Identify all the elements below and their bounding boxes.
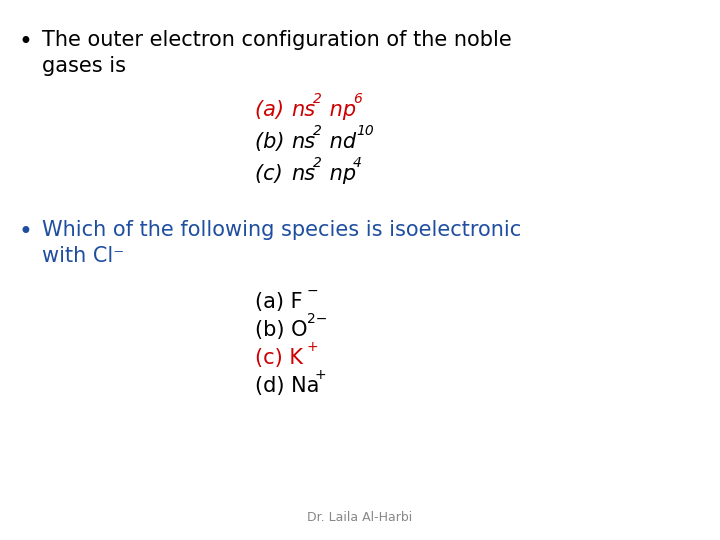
Text: ns: ns <box>291 132 315 152</box>
Text: (a) F: (a) F <box>255 292 302 312</box>
Text: (b) O: (b) O <box>255 320 307 340</box>
Text: np: np <box>323 100 356 120</box>
Text: gases is: gases is <box>42 56 126 76</box>
Text: 2−: 2− <box>307 312 328 326</box>
Text: Dr. Laila Al-Harbi: Dr. Laila Al-Harbi <box>307 511 413 524</box>
Text: np: np <box>323 164 356 184</box>
Text: (c): (c) <box>255 164 289 184</box>
Text: The outer electron configuration of the noble: The outer electron configuration of the … <box>42 30 512 50</box>
Text: •: • <box>18 30 32 54</box>
Text: 2: 2 <box>313 156 322 170</box>
Text: with Cl⁻: with Cl⁻ <box>42 246 125 266</box>
Text: 2: 2 <box>313 92 322 106</box>
Text: −: − <box>307 284 319 298</box>
Text: 2: 2 <box>313 124 322 138</box>
Text: (d) Na: (d) Na <box>255 376 320 396</box>
Text: •: • <box>18 220 32 244</box>
Text: nd: nd <box>323 132 356 152</box>
Text: +: + <box>315 368 327 382</box>
Text: +: + <box>307 340 319 354</box>
Text: ns: ns <box>291 100 315 120</box>
Text: Which of the following species is isoelectronic: Which of the following species is isoele… <box>42 220 521 240</box>
Text: (b): (b) <box>255 132 291 152</box>
Text: 10: 10 <box>356 124 374 138</box>
Text: 6: 6 <box>353 92 362 106</box>
Text: ns: ns <box>291 164 315 184</box>
Text: 4: 4 <box>353 156 362 170</box>
Text: (a): (a) <box>255 100 291 120</box>
Text: (c) K: (c) K <box>255 348 303 368</box>
